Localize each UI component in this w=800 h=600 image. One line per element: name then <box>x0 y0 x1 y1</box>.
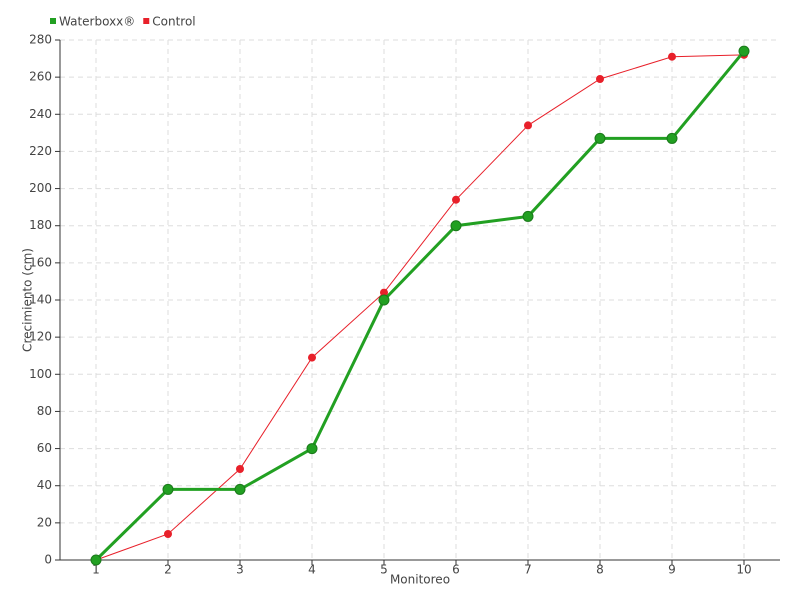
data-point <box>162 483 174 495</box>
data-point <box>668 52 676 61</box>
y-tick-label: 40 <box>37 478 52 492</box>
data-point <box>164 530 172 538</box>
x-tick-label: 10 <box>736 563 751 577</box>
data-point <box>306 443 318 455</box>
data-point <box>666 132 678 144</box>
data-point <box>236 465 244 473</box>
y-tick-label: 140 <box>29 293 52 307</box>
x-axis-label: Monitoreo <box>390 573 450 587</box>
series-line <box>94 50 746 562</box>
x-tick-label: 4 <box>308 563 316 577</box>
y-tick-label: 280 <box>29 33 52 47</box>
legend-label: Waterboxx® <box>59 15 135 29</box>
x-tick-label: 8 <box>596 563 604 577</box>
data-point <box>450 220 462 232</box>
y-tick-label: 240 <box>29 107 52 121</box>
data-point <box>90 554 102 566</box>
y-tick-label: 200 <box>29 181 52 195</box>
data-point <box>308 353 316 362</box>
x-tick-label: 1 <box>92 563 100 577</box>
y-tick-label: 80 <box>37 404 52 418</box>
data-point <box>596 75 604 83</box>
x-tick-label: 3 <box>236 563 244 577</box>
y-tick-label: 180 <box>29 218 52 232</box>
legend-swatch <box>50 18 56 24</box>
data-point <box>234 483 246 495</box>
data-point <box>452 195 460 204</box>
legend-swatch <box>143 18 150 24</box>
series-line <box>95 54 745 561</box>
data-point <box>738 45 750 57</box>
legend-label: Control <box>152 15 195 29</box>
y-tick-label: 160 <box>29 255 52 269</box>
y-tick-label: 100 <box>29 367 52 381</box>
y-tick-label: 120 <box>29 330 52 344</box>
y-axis-label: Crecimiento (cm) <box>21 248 35 352</box>
y-tick-label: 60 <box>37 441 52 455</box>
x-tick-label: 9 <box>668 563 676 577</box>
y-tick-label: 260 <box>29 70 52 84</box>
data-point <box>522 210 534 222</box>
data-point <box>380 288 388 297</box>
x-tick-label: 2 <box>164 563 172 577</box>
x-tick-label: 5 <box>380 563 388 577</box>
data-point <box>594 132 606 144</box>
y-tick-label: 20 <box>37 515 52 529</box>
x-tick-label: 7 <box>524 563 532 577</box>
data-point <box>524 121 532 130</box>
y-tick-label: 220 <box>29 144 52 158</box>
data-point <box>378 294 390 306</box>
y-tick-label: 0 <box>44 553 52 567</box>
x-tick-label: 6 <box>452 563 460 577</box>
